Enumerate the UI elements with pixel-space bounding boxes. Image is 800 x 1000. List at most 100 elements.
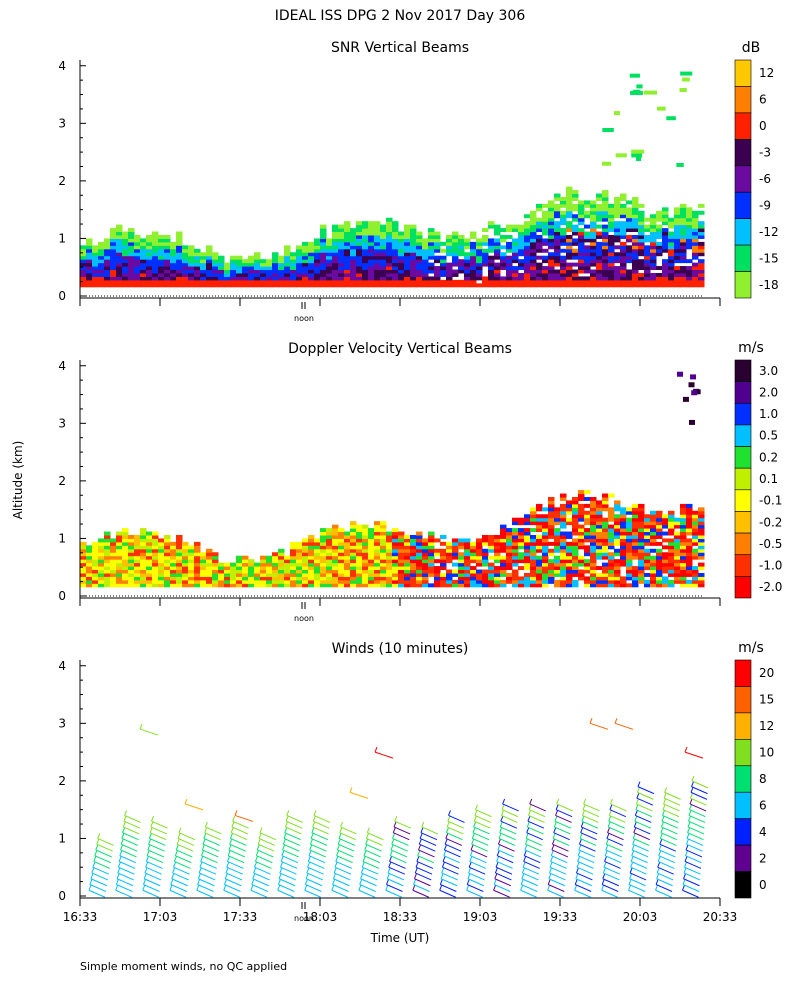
- y-tick-label: 4: [58, 59, 66, 73]
- wind-barb: [575, 878, 593, 887]
- wind-barb: [277, 885, 281, 891]
- wind-barb: [254, 866, 271, 875]
- snr-cell: [512, 276, 519, 281]
- doppler-cell: [638, 524, 645, 529]
- doppler-cell: [284, 559, 291, 564]
- snr-cell: [392, 266, 399, 271]
- snr-cell: [596, 283, 603, 288]
- doppler-cell: [608, 579, 615, 584]
- doppler-cell: [200, 552, 207, 557]
- colorbar-label: -12: [759, 225, 779, 239]
- doppler-cell: [122, 548, 129, 553]
- wind-barb: [390, 849, 408, 858]
- doppler-cell: [632, 545, 639, 550]
- doppler-cell: [626, 572, 633, 577]
- doppler-cell: [368, 569, 375, 574]
- doppler-cell: [518, 517, 525, 522]
- doppler-cell: [458, 559, 465, 564]
- snr-cell: [524, 245, 531, 250]
- snr-cell: [434, 272, 441, 277]
- snr-cell: [638, 217, 645, 222]
- doppler-cell: [410, 566, 417, 571]
- doppler-cell: [614, 541, 621, 546]
- wind-barb: [474, 810, 478, 816]
- snr-cell: [494, 252, 501, 257]
- doppler-cell: [332, 559, 339, 564]
- doppler-cell: [608, 559, 615, 564]
- snr-cell: [326, 266, 333, 271]
- wind-barb: [120, 849, 137, 858]
- snr-cell: [380, 231, 387, 236]
- wind-barb: [499, 827, 503, 833]
- snr-cell: [134, 255, 141, 260]
- doppler-cell: [494, 576, 501, 581]
- doppler-cell: [236, 555, 243, 560]
- doppler-cell: [386, 541, 393, 546]
- doppler-cell: [176, 583, 183, 588]
- snr-cell: [554, 276, 561, 281]
- doppler-cell: [332, 541, 339, 546]
- doppler-cell: [668, 545, 675, 550]
- doppler-cell: [128, 559, 135, 564]
- doppler-cell: [158, 545, 165, 550]
- wind-barb: [91, 867, 95, 874]
- snr-cell: [554, 255, 561, 260]
- wind-barb: [334, 862, 338, 868]
- snr-cell: [320, 283, 327, 288]
- doppler-cell: [404, 569, 411, 574]
- snr-cell: [686, 238, 693, 243]
- snr-cell: [614, 238, 621, 243]
- snr-cell: [272, 269, 279, 274]
- doppler-cell: [170, 555, 177, 560]
- snr-cell: [176, 259, 183, 264]
- snr-cell: [266, 269, 273, 274]
- x-tick-label: 17:03: [143, 910, 178, 924]
- wind-barb: [522, 862, 526, 868]
- doppler-cell: [620, 517, 627, 522]
- snr-cell: [578, 221, 585, 226]
- doppler-cell: [608, 583, 615, 588]
- wind-barb: [691, 786, 708, 795]
- wind-barb: [231, 821, 235, 828]
- wind-barb: [608, 820, 625, 829]
- snr-cell: [356, 266, 363, 271]
- snr-cell: [422, 252, 429, 257]
- doppler-cell: [104, 531, 111, 536]
- doppler-cell: [548, 517, 555, 522]
- wind-barb: [663, 797, 681, 806]
- doppler-cell: [536, 521, 543, 526]
- doppler-cell: [686, 548, 693, 553]
- snr-cell: [536, 245, 543, 250]
- snr-cell: [152, 234, 159, 239]
- snr-cell: [476, 276, 483, 281]
- doppler-cell: [200, 559, 207, 564]
- y-tick-label: 0: [58, 589, 66, 603]
- doppler-cell: [80, 569, 87, 574]
- snr-cell: [620, 255, 627, 260]
- snr-cell: [530, 245, 537, 250]
- doppler-cell: [98, 579, 105, 584]
- wind-barb: [547, 885, 551, 891]
- doppler-cell: [686, 583, 693, 588]
- wind-barb: [177, 837, 195, 846]
- snr-cell: [680, 252, 687, 257]
- wind-barb: [634, 810, 638, 816]
- snr-cell: [260, 266, 267, 271]
- doppler-cell: [362, 531, 369, 536]
- snr-cell: [676, 162, 684, 167]
- doppler-cell: [572, 572, 579, 577]
- doppler-cell: [584, 496, 591, 501]
- snr-cell: [290, 272, 297, 277]
- snr-cell: [596, 255, 603, 260]
- wind-barb: [682, 889, 699, 898]
- snr-cell: [638, 248, 645, 253]
- doppler-cell: [170, 569, 177, 574]
- wind-barb: [139, 723, 143, 730]
- snr-cell: [302, 283, 309, 288]
- snr-cell: [128, 269, 135, 274]
- wind-barb: [657, 856, 661, 862]
- doppler-cell: [374, 579, 381, 584]
- snr-cell: [320, 224, 327, 229]
- doppler-cell: [98, 552, 105, 557]
- snr-cell: [494, 224, 501, 229]
